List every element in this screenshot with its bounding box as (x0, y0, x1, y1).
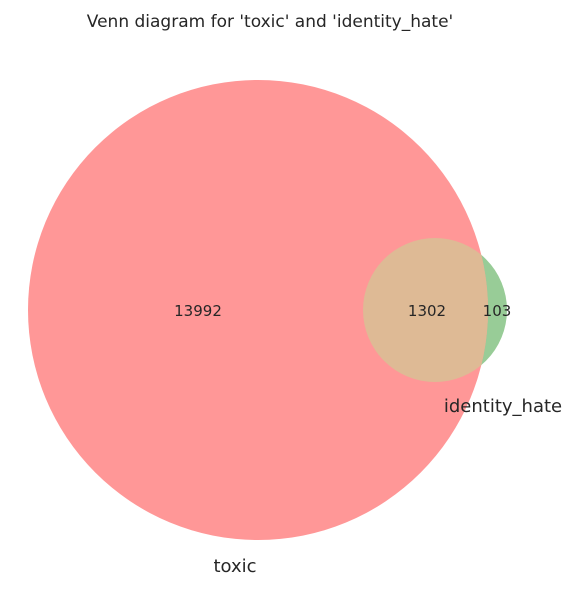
toxic-set-label: toxic (213, 556, 256, 577)
overlap-count: 1302 (408, 302, 446, 320)
diagram-title: Venn diagram for 'toxic' and 'identity_h… (86, 12, 454, 32)
toxic-only-count: 13992 (174, 302, 222, 320)
toxic-circle (28, 80, 488, 540)
identity-hate-only-count: 103 (483, 302, 512, 320)
identity-hate-set-label: identity_hate (444, 396, 562, 417)
